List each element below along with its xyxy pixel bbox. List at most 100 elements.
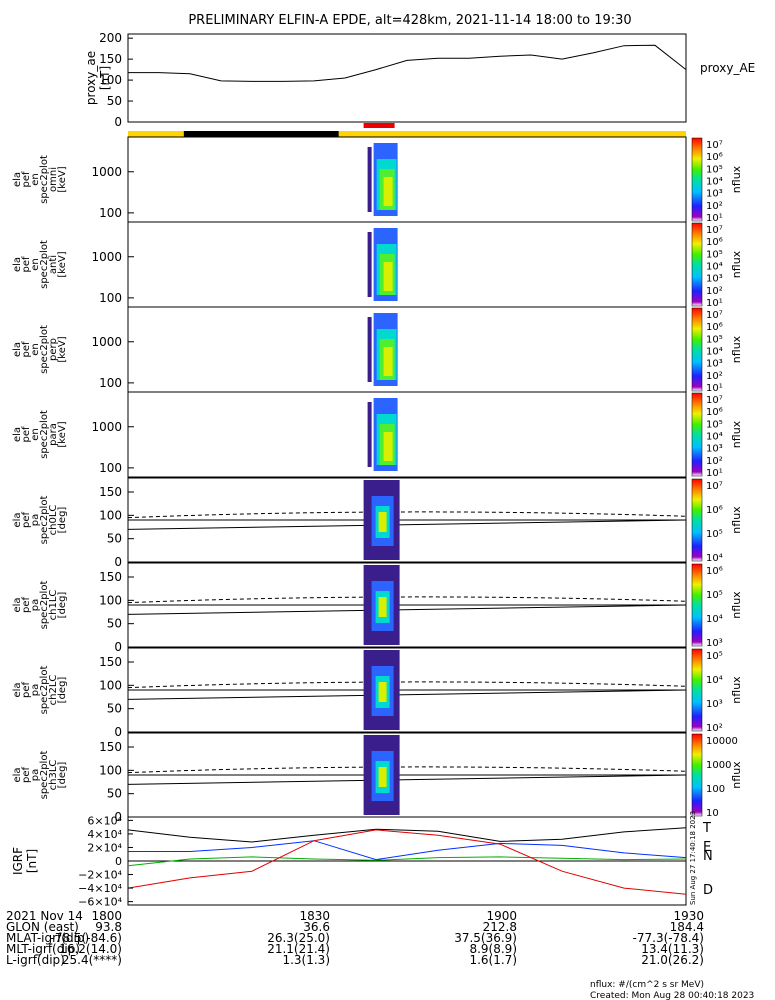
pitch-ytick-label: 0 <box>114 725 122 739</box>
colorbar-unit-label: nflux <box>730 676 743 704</box>
igrf-ytick-label: 2×10⁴ <box>87 841 122 854</box>
energy-spectrogram-panels: 100010010⁷10⁶10⁵10⁴10³10²10¹nfluxelapefe… <box>12 136 743 479</box>
colorbar-tick-label: 10⁵ <box>706 590 723 601</box>
igrf-ytick-label: 0 <box>115 855 122 868</box>
spectrogram-band <box>367 147 372 212</box>
colorbar-tick-label: 10⁶ <box>706 237 723 248</box>
pitch-ylabel-line: pa <box>30 684 41 696</box>
pitch-ylabel-line: pa <box>30 599 41 611</box>
energy-colorbar <box>691 137 703 222</box>
pitch-ylabel-line: ch2LC <box>48 675 59 706</box>
proxy-ae-frame <box>127 33 687 123</box>
energy-ylabel-line: ela <box>12 342 23 357</box>
proxy-ae-panel: 200 150 100 50 0 proxy_ae [nT] proxy_AE <box>84 31 755 129</box>
spectrogram-band <box>378 597 387 617</box>
footer-row-value: 184.4 <box>670 920 704 934</box>
footer-row-label: MLAT-igrf(dip) <box>6 931 89 945</box>
energy-ylabel-line: [keV] <box>57 166 68 192</box>
pitch-ylabel-line: ch0LC <box>48 505 59 536</box>
footer-row-value: 1800 <box>91 909 122 923</box>
energy-ylabel-line: spec2plot <box>39 410 50 459</box>
footer-row-value: -77.3(-78.4) <box>633 931 704 945</box>
footer-row-label: MLT-igrf(dip) <box>6 942 80 956</box>
pitch-ylabel-line: spec2plot <box>39 666 50 715</box>
pitch-ytick-label: 100 <box>99 763 122 777</box>
proxy-ae-ylabel-1: proxy_ae <box>84 51 98 105</box>
colorbar-unit-label: nflux <box>730 420 743 448</box>
colorbar-tick-label: 10⁶ <box>706 322 723 333</box>
colorbar-unit-label: nflux <box>730 335 743 363</box>
field-aligned-line <box>127 774 687 785</box>
footer-row-value: 1930 <box>673 909 704 923</box>
pitch-ylabel-line: ela <box>12 512 23 527</box>
pitch-ylabel-line: spec2plot <box>39 581 50 630</box>
igrf-series-line <box>127 829 687 895</box>
pitch-ylabel-line: ch3LC <box>48 760 59 791</box>
energy-ytick-label: 100 <box>99 206 122 220</box>
colorbar-tick-label: 10⁴ <box>706 262 723 273</box>
colorbar-tick-label: 10⁷ <box>706 481 723 492</box>
footer-row-value: -78.5(-84.6) <box>51 931 122 945</box>
run-timestamp: Sun Aug 27 17:40:18 2023 <box>689 811 697 905</box>
colorbar-tick-label: 10⁶ <box>706 505 723 516</box>
pitch-ytick-label: 50 <box>107 532 122 546</box>
energy-ytick-label: 1000 <box>91 335 122 349</box>
energy-colorbar <box>691 307 703 392</box>
colorbar-tick-label: 10² <box>706 723 723 734</box>
spectrogram-band <box>383 177 393 206</box>
field-aligned-line <box>127 689 687 700</box>
anti-loss-cone-line <box>127 766 687 774</box>
colorbar-tick-label: 10³ <box>706 274 723 285</box>
pitch-ylabel-line: pef <box>21 682 32 699</box>
spectrogram-band <box>367 402 372 467</box>
spectrogram-band <box>367 317 372 382</box>
igrf-series-line <box>127 827 687 843</box>
colorbar-unit-label: nflux <box>730 761 743 789</box>
footer-row-value: 1830 <box>299 909 330 923</box>
igrf-ytick-label: 4×10⁴ <box>87 828 122 841</box>
energy-ylabel-line: ela <box>12 427 23 442</box>
colorbar-tick-label: 10² <box>706 286 723 297</box>
anti-loss-cone-line <box>127 596 687 604</box>
pitch-ylabel-line: ela <box>12 682 23 697</box>
energy-colorbar <box>691 392 703 477</box>
energy-ylabel-line: perp <box>48 338 59 361</box>
colorbar-tick-label: 10³ <box>706 699 723 710</box>
colorbar-tick-label: 10⁵ <box>706 529 723 540</box>
pitch-ylabel-line: [deg] <box>57 507 68 534</box>
spectrogram-band <box>378 767 387 787</box>
energy-ylabel-line: spec2plot <box>39 325 50 374</box>
colorbar-tick-label: 10¹ <box>706 468 723 479</box>
colorbar-unit-label: nflux <box>730 591 743 619</box>
nflux-unit-note: nflux: #/(cm^2 s sr MeV) <box>590 980 704 990</box>
energy-ylabel-line: spec2plot <box>39 155 50 204</box>
spectrogram-band <box>383 262 393 291</box>
igrf-legend-t: T <box>702 821 711 836</box>
footer-row-value: 8.9(8.9) <box>469 942 517 956</box>
pitch-ytick-label: 50 <box>107 787 122 801</box>
status-bar-segment <box>338 131 686 137</box>
footer-row-value: 26.3(25.0) <box>267 931 330 945</box>
energy-colorbar <box>691 222 703 307</box>
pitch-ytick-label: 150 <box>99 655 122 669</box>
colorbar-unit-label: nflux <box>730 506 743 534</box>
proxy-ae-line <box>128 44 687 82</box>
colorbar-tick-label: 10⁷ <box>706 310 723 321</box>
proxy-ae-y-ticks: 200 150 100 50 0 <box>99 31 133 129</box>
pitch-panel: 150 100 50 0 10⁵ 10⁴ 10³ 10² nflux elapefpaspec2p… <box>12 647 743 739</box>
energy-ylabel-line: omni <box>48 167 59 192</box>
pitch-ytick-label: 150 <box>99 570 122 584</box>
igrf-series-line <box>127 856 687 867</box>
proxy-ae-legend: proxy_AE <box>700 61 755 75</box>
colorbar-tick-label: 10⁶ <box>706 152 723 163</box>
footer-row-value: 21.1(21.4) <box>267 942 330 956</box>
pitch-colorbar <box>691 478 703 562</box>
pitch-ytick-label: 0 <box>114 640 122 654</box>
colorbar-tick-label: 10¹ <box>706 383 723 394</box>
spectrogram-band <box>378 682 387 702</box>
pitch-angle-spectrogram-panels: 15010050010⁷10⁶10⁵10⁴nfluxelapefpaspec2p… <box>12 477 743 824</box>
colorbar-tick-label: 10⁵ <box>706 334 723 345</box>
spectrogram-band <box>367 232 372 297</box>
